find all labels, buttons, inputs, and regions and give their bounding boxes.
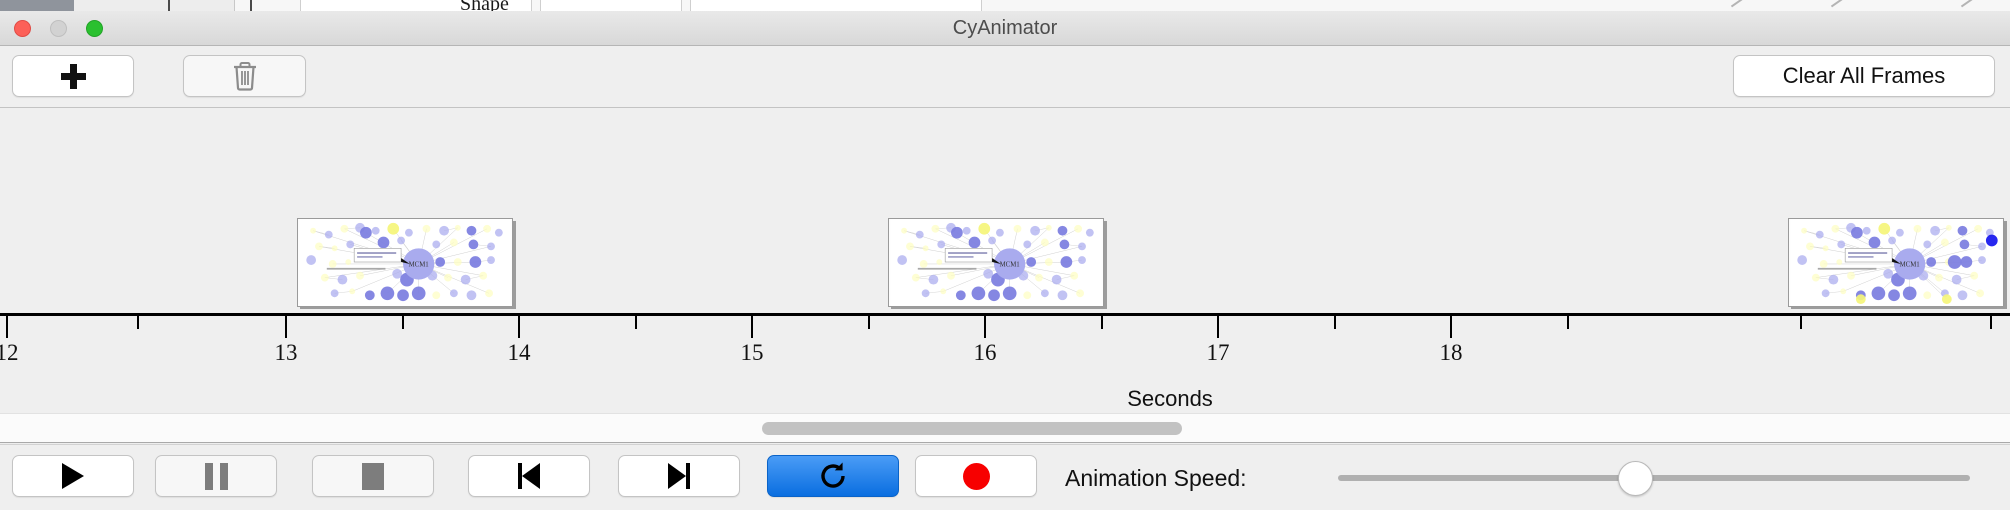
svg-text:MCM1: MCM1 — [1900, 261, 1920, 268]
axis-tick-minor — [402, 316, 404, 329]
axis-tick-label: 16 — [973, 340, 997, 365]
svg-text:MCM1: MCM1 — [409, 261, 429, 268]
background-field-1 — [300, 0, 532, 12]
frames-panel[interactable]: MCM1 MCM1 MCM1 — [0, 108, 2010, 309]
add-frame-button[interactable] — [12, 55, 134, 97]
axis-title: Seconds — [1127, 386, 1213, 411]
clear-all-frames-label: Clear All Frames — [1782, 63, 1946, 88]
skip-to-first-frame-button[interactable] — [468, 455, 590, 497]
axis-tick-minor — [137, 316, 139, 329]
skip-to-last-frame-button[interactable] — [618, 455, 740, 497]
axis-tick-major — [984, 316, 986, 338]
axis-tick-minor — [635, 316, 637, 329]
play-button[interactable] — [12, 455, 134, 497]
svg-text:MCM1: MCM1 — [1000, 261, 1020, 268]
background-field-3 — [690, 0, 982, 12]
background-window-titlebar — [0, 0, 74, 11]
axis-tick-major — [1217, 316, 1219, 338]
background-mark-1 — [168, 0, 170, 12]
axis-line — [0, 313, 2010, 316]
maximize-button[interactable] — [86, 20, 103, 37]
scrollbar-thumb[interactable] — [762, 422, 1182, 435]
background-slash-3 — [1960, 0, 1976, 8]
background-window-label: Shape — [460, 0, 509, 12]
axis-tick-major — [751, 316, 753, 338]
background-mark-2 — [250, 0, 252, 12]
skip-forward-icon — [668, 463, 690, 489]
frame-thumbnail[interactable]: MCM1 — [297, 218, 513, 307]
timeline-scrollbar[interactable] — [0, 413, 2010, 443]
record-icon — [962, 462, 990, 490]
axis-tick-major — [6, 316, 8, 338]
animation-speed-slider-track[interactable] — [1338, 475, 1970, 481]
axis-tick-label: 12 — [0, 340, 19, 365]
axis-tick-minor — [1334, 316, 1336, 329]
background-field-2 — [540, 0, 682, 12]
delete-frame-button[interactable] — [183, 55, 306, 97]
loop-toggle-button[interactable] — [767, 455, 899, 497]
play-icon — [62, 463, 84, 489]
axis-tick-major — [1450, 316, 1452, 338]
loop-icon — [821, 462, 845, 488]
background-slash-2 — [1830, 0, 1846, 8]
background-window-strip: Shape — [0, 0, 2010, 12]
pause-icon — [204, 462, 228, 490]
axis-tick-minor — [1990, 316, 1992, 329]
axis-tick-minor — [1800, 316, 1802, 329]
axis-tick-label: 14 — [507, 340, 531, 365]
window-title: CyAnimator — [952, 17, 1058, 39]
background-slash-1 — [1730, 0, 1746, 8]
background-tab-1 — [74, 0, 235, 12]
skip-back-icon — [518, 463, 540, 489]
pause-button[interactable] — [155, 455, 277, 497]
axis-tick-label: 17 — [1206, 340, 1230, 365]
clear-all-frames-button[interactable]: Clear All Frames — [1733, 55, 1995, 97]
plus-icon — [60, 63, 86, 89]
timeline-axis[interactable]: Seconds 12 13 14 15 16 17 18 — [0, 309, 2010, 413]
stop-button[interactable] — [312, 455, 434, 497]
axis-tick-label: 13 — [274, 340, 298, 365]
toolbar: Clear All Frames — [0, 46, 2010, 108]
record-button[interactable] — [915, 455, 1037, 497]
stop-icon — [362, 462, 384, 490]
animation-speed-label: Animation Speed: — [1065, 465, 1247, 491]
axis-tick-minor — [1567, 316, 1569, 329]
playback-controlbar: Animation Speed: — [0, 444, 2010, 510]
axis-tick-minor — [1101, 316, 1103, 329]
axis-tick-label: 15 — [740, 340, 764, 365]
frame-thumbnail[interactable]: MCM1 — [1788, 218, 2004, 307]
axis-tick-major — [518, 316, 520, 338]
close-button[interactable] — [14, 20, 31, 37]
trash-icon — [233, 62, 256, 91]
minimize-button[interactable] — [50, 20, 67, 37]
axis-tick-label: 18 — [1439, 340, 1463, 365]
titlebar: CyAnimator — [0, 11, 2010, 46]
animation-speed-slider-thumb[interactable] — [1618, 461, 1653, 496]
axis-tick-major — [285, 316, 287, 338]
frame-thumbnail[interactable]: MCM1 — [888, 218, 1104, 307]
axis-tick-minor — [868, 316, 870, 329]
